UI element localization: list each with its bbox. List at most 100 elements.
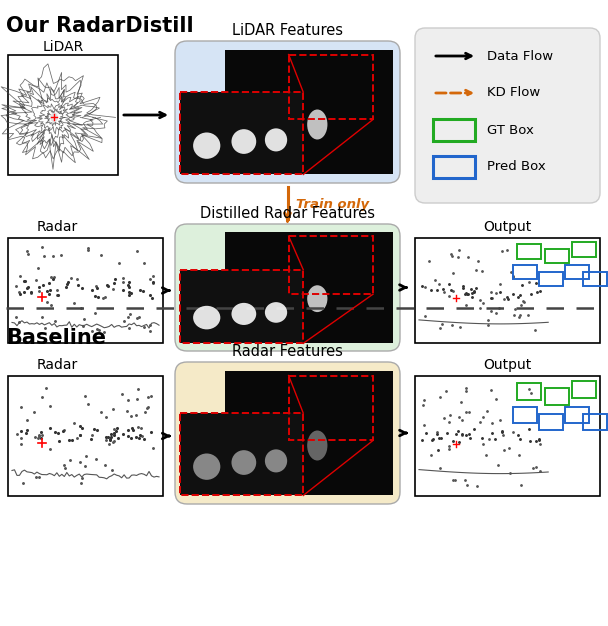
Point xyxy=(439,413,449,423)
Point xyxy=(517,280,527,290)
Point xyxy=(87,326,97,336)
Point xyxy=(434,446,443,456)
Point xyxy=(478,439,488,449)
Point xyxy=(87,285,97,295)
Point xyxy=(517,300,527,310)
Point xyxy=(37,312,47,322)
Point xyxy=(506,267,516,277)
Point xyxy=(515,290,525,300)
Point xyxy=(103,432,113,442)
Text: KD Flow: KD Flow xyxy=(487,86,541,100)
Point xyxy=(505,468,515,478)
Point xyxy=(102,280,112,290)
Point xyxy=(19,276,29,286)
Point xyxy=(89,424,98,434)
Point xyxy=(104,439,114,449)
Point xyxy=(125,309,134,319)
Point xyxy=(123,424,133,434)
Text: GT Box: GT Box xyxy=(487,123,534,136)
Point xyxy=(497,427,507,437)
Point xyxy=(536,285,545,295)
Point xyxy=(15,270,25,280)
Point xyxy=(50,316,60,326)
Point xyxy=(446,285,456,295)
Point xyxy=(75,421,85,431)
Point xyxy=(124,290,134,300)
Bar xyxy=(179,92,303,175)
Point xyxy=(516,480,526,490)
Bar xyxy=(415,238,600,343)
Point xyxy=(48,274,58,284)
Point xyxy=(531,278,541,288)
Point xyxy=(463,252,473,262)
Point xyxy=(447,251,457,261)
Point xyxy=(435,279,444,289)
Point xyxy=(531,462,541,472)
Point xyxy=(477,267,487,277)
Point xyxy=(123,394,133,404)
Bar xyxy=(583,272,607,285)
Point xyxy=(508,289,517,299)
Point xyxy=(472,481,482,491)
Point xyxy=(139,286,148,296)
Point xyxy=(118,273,128,283)
Ellipse shape xyxy=(232,303,256,325)
Point xyxy=(487,418,497,428)
Point xyxy=(448,436,458,446)
Point xyxy=(469,424,478,434)
Point xyxy=(80,391,90,401)
Point xyxy=(458,281,468,291)
Point xyxy=(535,439,545,449)
Point xyxy=(457,415,467,425)
Point xyxy=(105,434,114,444)
Point xyxy=(46,401,55,411)
Bar xyxy=(433,156,475,178)
Point xyxy=(534,434,544,444)
Ellipse shape xyxy=(193,133,220,159)
Point xyxy=(83,245,93,255)
Point xyxy=(434,433,444,443)
Point xyxy=(444,444,454,454)
Bar xyxy=(8,238,163,343)
Point xyxy=(83,243,92,253)
Point xyxy=(50,426,60,436)
Point xyxy=(514,450,524,460)
Point xyxy=(95,325,105,335)
Point xyxy=(133,394,142,404)
Point xyxy=(148,443,158,453)
Point xyxy=(531,436,541,446)
Point xyxy=(509,310,519,320)
Point xyxy=(453,426,463,436)
Bar xyxy=(8,376,163,496)
Point xyxy=(49,272,59,282)
Point xyxy=(426,285,435,295)
Point xyxy=(477,433,487,443)
Point xyxy=(75,430,85,440)
Point xyxy=(72,274,82,284)
Point xyxy=(42,286,52,296)
Point xyxy=(454,245,464,255)
Point xyxy=(90,309,100,319)
Point xyxy=(491,394,501,404)
Bar xyxy=(179,413,303,496)
Point xyxy=(513,429,522,439)
Point xyxy=(465,433,475,443)
Ellipse shape xyxy=(193,453,220,480)
Point xyxy=(461,430,471,440)
Point xyxy=(126,433,136,443)
Point xyxy=(52,290,62,300)
Text: Output: Output xyxy=(483,358,531,372)
Point xyxy=(448,475,458,485)
Bar xyxy=(179,270,303,344)
Point xyxy=(444,279,454,289)
Point xyxy=(469,287,479,297)
Point xyxy=(497,245,507,255)
Point xyxy=(426,449,436,459)
Point xyxy=(524,384,534,394)
Point xyxy=(420,282,430,292)
Point xyxy=(112,423,122,433)
Point xyxy=(523,310,533,320)
Point xyxy=(502,245,512,255)
Point xyxy=(131,433,141,443)
Point xyxy=(78,321,88,331)
